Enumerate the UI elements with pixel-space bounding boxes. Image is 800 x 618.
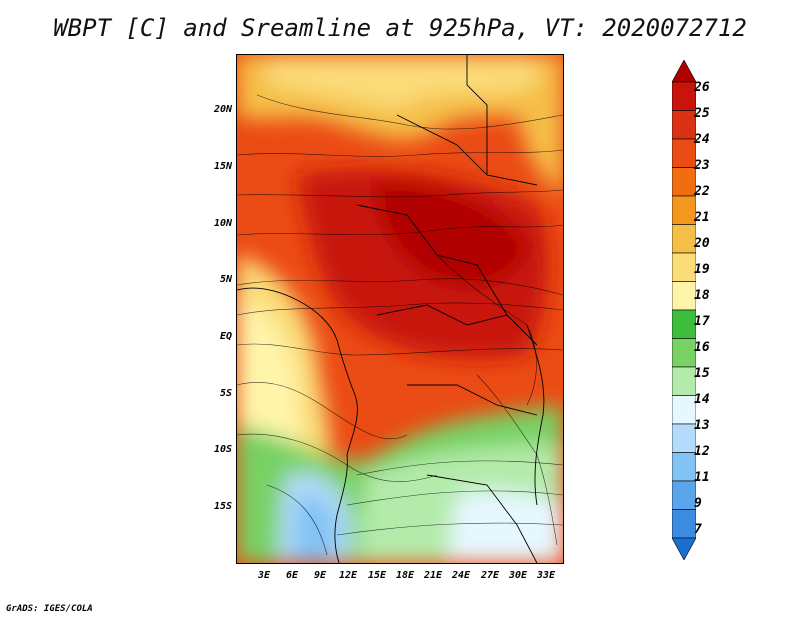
- colorbar-segment: [672, 167, 696, 197]
- colorbar-segment: [672, 452, 696, 482]
- lat-label-eq: EQ: [219, 331, 232, 342]
- lon-label-15e: 15E: [367, 570, 387, 581]
- colorbar-segment: [672, 110, 696, 140]
- lat-label-20n: 20N: [213, 104, 232, 115]
- lon-label-27e: 27E: [480, 570, 500, 581]
- colorbar-segment: [672, 509, 696, 539]
- map-plot-area: [236, 54, 564, 564]
- lat-label-5n: 5N: [219, 274, 232, 285]
- colorbar-label-25: 25: [694, 106, 710, 121]
- colorbar-label-12: 12: [694, 444, 710, 459]
- software-credit: GrADS: IGES/COLA: [6, 604, 93, 614]
- colorbar-segment: [672, 252, 696, 282]
- lat-label-15s: 15S: [213, 501, 232, 512]
- lon-label-9e: 9E: [313, 570, 327, 581]
- lon-label-33e: 33E: [536, 570, 556, 581]
- colorbar-segment: [672, 81, 696, 111]
- wbpt-field: [237, 55, 563, 563]
- lon-label-12e: 12E: [338, 570, 358, 581]
- lon-label-24e: 24E: [451, 570, 471, 581]
- colorbar-segment: [672, 138, 696, 168]
- colorbar-label-26: 26: [694, 80, 710, 95]
- lon-label-6e: 6E: [285, 570, 299, 581]
- colorbar-label-23: 23: [694, 158, 710, 173]
- colorbar-label-11: 11: [694, 470, 710, 485]
- lon-label-30e: 30E: [508, 570, 528, 581]
- colorbar-label-15: 15: [694, 366, 710, 381]
- colorbar-label-13: 13: [694, 418, 710, 433]
- colorbar-segment: [672, 60, 696, 83]
- colorbar-segment: [672, 366, 696, 396]
- colorbar-segment: [672, 309, 696, 339]
- colorbar-label-24: 24: [694, 132, 710, 147]
- colorbar-segment: [672, 281, 696, 311]
- colorbar-segment: [672, 224, 696, 254]
- lat-label-10s: 10S: [213, 444, 232, 455]
- colorbar-label-16: 16: [694, 340, 710, 355]
- colorbar-segment: [672, 338, 696, 368]
- colorbar-label-19: 19: [694, 262, 710, 277]
- colorbar-segment: [672, 395, 696, 425]
- colorbar-label-9: 9: [694, 496, 702, 511]
- colorbar-label-7: 7: [694, 522, 702, 537]
- colorbar-label-22: 22: [694, 184, 710, 199]
- lon-label-21e: 21E: [423, 570, 443, 581]
- lon-label-3e: 3E: [257, 570, 271, 581]
- lat-label-15n: 15N: [213, 161, 232, 172]
- lat-label-5s: 5S: [219, 388, 232, 399]
- lat-label-10n: 10N: [213, 218, 232, 229]
- colorbar-segment: [672, 480, 696, 510]
- colorbar: [672, 60, 696, 560]
- colorbar-segment: [672, 537, 696, 560]
- lon-label-18e: 18E: [395, 570, 415, 581]
- colorbar-segment: [672, 423, 696, 453]
- colorbar-label-21: 21: [694, 210, 710, 225]
- colorbar-label-20: 20: [694, 236, 710, 251]
- colorbar-label-17: 17: [694, 314, 710, 329]
- map-title: WBPT [C] and Sreamline at 925hPa, VT: 20…: [53, 14, 747, 42]
- colorbar-segment: [672, 195, 696, 225]
- colorbar-label-18: 18: [694, 288, 710, 303]
- colorbar-label-14: 14: [694, 392, 710, 407]
